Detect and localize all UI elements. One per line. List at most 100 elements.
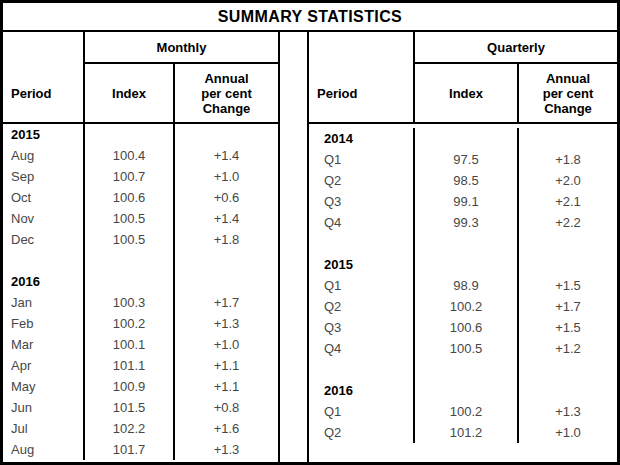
change-cell	[517, 233, 617, 254]
change-cell	[517, 359, 617, 380]
index-cell	[413, 254, 517, 275]
index-cell: 100.2	[83, 313, 173, 334]
change-cell: +1.5	[517, 275, 617, 296]
header-spacer	[3, 32, 83, 64]
period-cell: Q2	[309, 296, 413, 317]
data-row: Mar100.1+1.0	[3, 334, 278, 355]
data-row: Aug101.7+1.3	[3, 439, 278, 460]
index-cell	[413, 128, 517, 149]
monthly-table-body: 2015Aug100.4+1.4Sep100.7+1.0Oct100.6+0.6…	[3, 124, 278, 462]
index-cell: 97.5	[413, 149, 517, 170]
index-cell: 100.2	[413, 296, 517, 317]
period-cell	[309, 359, 413, 380]
year-row: 2014	[309, 128, 617, 149]
blank-row	[309, 359, 617, 380]
change-cell	[517, 128, 617, 149]
index-cell: 100.2	[413, 401, 517, 422]
data-row: Q2101.2+1.0	[309, 422, 617, 443]
period-cell: Oct	[3, 187, 83, 208]
change-cell	[173, 124, 278, 145]
period-cell	[309, 233, 413, 254]
data-row: Q499.3+2.2	[309, 212, 617, 233]
index-cell: 100.5	[83, 208, 173, 229]
index-cell: 100.5	[413, 338, 517, 359]
change-cell: +1.7	[173, 292, 278, 313]
data-row: Dec100.5+1.8	[3, 229, 278, 250]
quarterly-group-header: Quarterly	[413, 32, 617, 64]
change-cell: +1.0	[173, 166, 278, 187]
index-cell	[83, 250, 173, 271]
data-row: Jun101.5+0.8	[3, 397, 278, 418]
index-cell: 98.9	[413, 275, 517, 296]
year-row: 2015	[3, 124, 278, 145]
data-row: Q399.1+2.1	[309, 191, 617, 212]
data-row: Feb100.2+1.3	[3, 313, 278, 334]
data-row: Q2100.2+1.7	[309, 296, 617, 317]
quarterly-table: Quarterly Period Index Annual per cent C…	[307, 32, 617, 462]
quarterly-change-column-header: Annual per cent Change	[517, 64, 617, 122]
index-cell: 101.5	[83, 397, 173, 418]
change-cell	[517, 380, 617, 401]
data-row: Oct100.6+0.6	[3, 187, 278, 208]
change-cell: +1.2	[517, 338, 617, 359]
change-cell: +1.4	[173, 145, 278, 166]
period-cell: 2015	[3, 124, 83, 145]
change-cell: +1.5	[517, 317, 617, 338]
quarterly-period-column-header: Period	[309, 64, 413, 122]
period-cell: 2014	[309, 128, 413, 149]
year-row: 2016	[3, 271, 278, 292]
data-row: Q1100.2+1.3	[309, 401, 617, 422]
change-cell: +1.3	[173, 439, 278, 460]
change-cell: +1.3	[517, 401, 617, 422]
period-cell: Q2	[309, 422, 413, 443]
index-cell: 102.2	[83, 418, 173, 439]
quarterly-table-body: 2014Q197.5+1.8Q298.5+2.0Q399.1+2.1Q499.3…	[309, 124, 617, 462]
index-cell: 101.2	[413, 422, 517, 443]
change-cell: +1.6	[173, 418, 278, 439]
tables-container: Monthly Period Index Annual per cent Cha…	[3, 32, 617, 462]
change-cell	[517, 254, 617, 275]
period-cell: May	[3, 376, 83, 397]
index-cell: 100.3	[83, 292, 173, 313]
period-cell: 2016	[309, 380, 413, 401]
data-row: May100.9+1.1	[3, 376, 278, 397]
change-cell: +1.3	[173, 313, 278, 334]
index-cell: 99.3	[413, 212, 517, 233]
data-row: Q198.9+1.5	[309, 275, 617, 296]
period-cell: Q4	[309, 212, 413, 233]
index-cell	[413, 380, 517, 401]
period-cell: Jun	[3, 397, 83, 418]
header-spacer	[309, 32, 413, 64]
change-cell	[173, 271, 278, 292]
data-row: Jul102.2+1.6	[3, 418, 278, 439]
data-row: Apr101.1+1.1	[3, 355, 278, 376]
index-cell	[413, 233, 517, 254]
index-cell: 99.1	[413, 191, 517, 212]
data-row: Q197.5+1.8	[309, 149, 617, 170]
index-cell: 98.5	[413, 170, 517, 191]
change-cell: +1.7	[517, 296, 617, 317]
period-cell: Q1	[309, 275, 413, 296]
index-cell: 100.6	[83, 187, 173, 208]
index-cell: 100.4	[83, 145, 173, 166]
data-row: Q298.5+2.0	[309, 170, 617, 191]
period-cell: Feb	[3, 313, 83, 334]
change-cell: +2.1	[517, 191, 617, 212]
monthly-table-header: Monthly Period Index Annual per cent Cha…	[3, 32, 278, 124]
period-cell: 2015	[309, 254, 413, 275]
period-cell: Q3	[309, 191, 413, 212]
blank-row	[3, 250, 278, 271]
period-cell: Q3	[309, 317, 413, 338]
index-cell: 100.6	[413, 317, 517, 338]
period-cell: Aug	[3, 145, 83, 166]
index-cell: 100.5	[83, 229, 173, 250]
monthly-group-header: Monthly	[83, 32, 278, 64]
change-cell: +2.2	[517, 212, 617, 233]
change-cell: +1.1	[173, 376, 278, 397]
change-cell: +1.4	[173, 208, 278, 229]
period-cell: Jan	[3, 292, 83, 313]
period-cell: Q4	[309, 338, 413, 359]
change-cell: +2.0	[517, 170, 617, 191]
data-row: Sep100.7+1.0	[3, 166, 278, 187]
data-row: Jan100.3+1.7	[3, 292, 278, 313]
